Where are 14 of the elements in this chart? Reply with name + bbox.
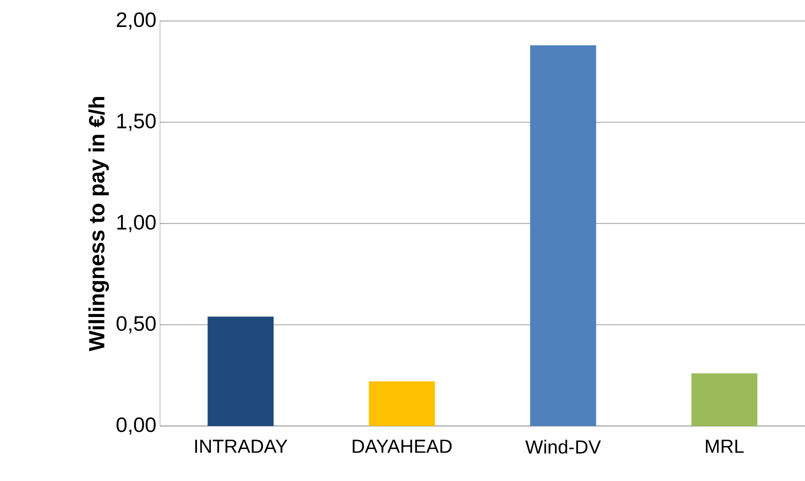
- x-tick-label: DAYAHEAD: [352, 440, 452, 453]
- y-axis-title: Willingness to pay in €/h: [88, 97, 109, 352]
- y-tick-label: 0,50: [116, 316, 156, 334]
- x-tick-label: INTRADAY: [195, 440, 288, 453]
- y-tick-label: 2,00: [116, 12, 156, 30]
- x-tick-label: Wind-DV: [525, 440, 601, 454]
- y-tick-label: 1,00: [117, 214, 156, 232]
- y-tick-label: 0,00: [116, 417, 156, 435]
- bar: [691, 373, 758, 426]
- bar: [530, 45, 596, 426]
- y-tick-label: 1,50: [117, 114, 156, 131]
- bar: [208, 316, 274, 426]
- x-tick-label: MRL: [706, 440, 744, 453]
- bar: [368, 381, 435, 426]
